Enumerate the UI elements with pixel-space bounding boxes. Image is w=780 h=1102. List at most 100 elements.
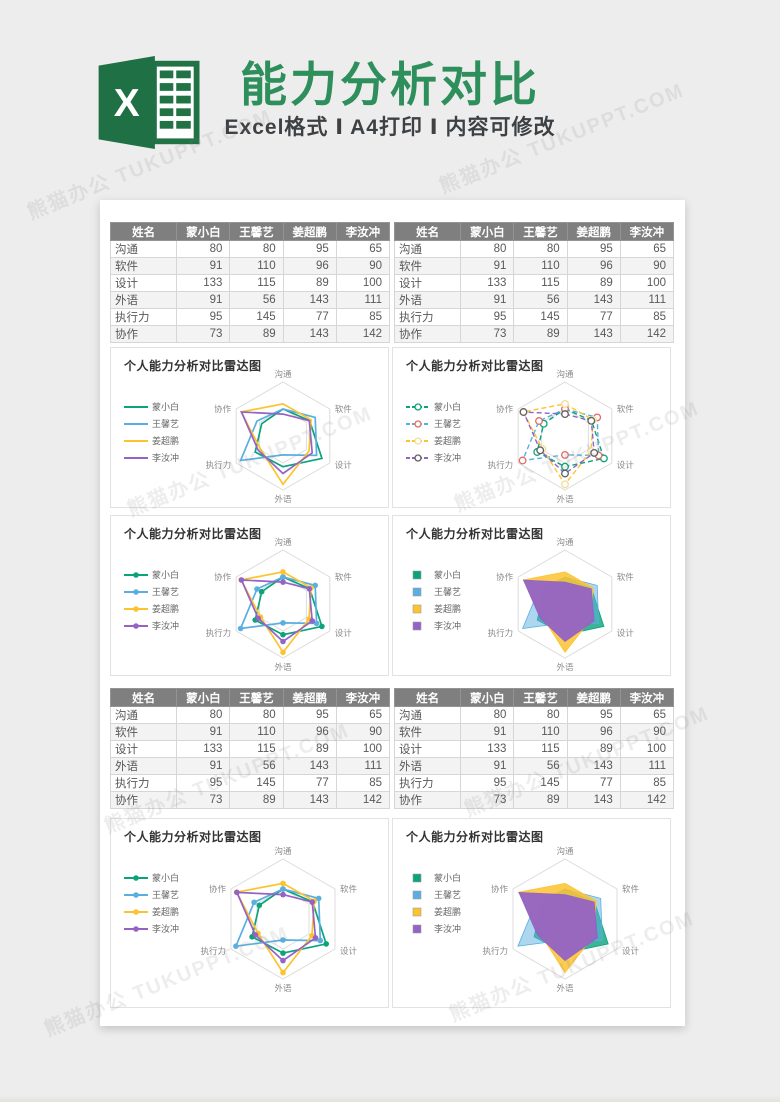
value-cell: 143: [566, 325, 621, 343]
data-point-姜超鹏: [280, 880, 286, 887]
data-point-李汝冲: [309, 899, 315, 905]
value-cell: 73: [176, 791, 231, 809]
radar-chart-panel-markers-2: 个人能力分析对比雷达图 蒙小白 王馨艺 姜超鹏 李汝冲 沟通 软件 设计 外语 执行力 协作: [110, 818, 389, 1008]
value-cell: 133: [460, 274, 515, 292]
column-header: 姓名: [393, 222, 462, 241]
legend-swatch-icon: [124, 588, 148, 595]
row-label-cell: 协作: [109, 325, 178, 343]
value-cell: 90: [619, 723, 675, 741]
legend-swatch-icon: [412, 890, 422, 899]
data-point-王馨艺: [251, 899, 257, 906]
axis-label-外语: 外语: [556, 494, 574, 504]
legend-swatch-icon: [124, 405, 148, 408]
chart-title: 个人能力分析对比雷达图: [406, 359, 544, 373]
column-header: 王馨艺: [229, 688, 284, 707]
value-cell: 133: [460, 740, 515, 758]
chart-legend: 蒙小白 王馨艺 姜超鹏 李汝冲: [406, 566, 461, 634]
legend-item-王馨艺: 王馨艺: [124, 583, 179, 600]
grid-ring: [230, 858, 336, 980]
data-point-王馨艺: [233, 943, 239, 949]
value-cell: 115: [513, 274, 568, 292]
row-label-cell: 软件: [109, 723, 178, 741]
axis-label-设计: 设计: [617, 460, 635, 470]
row-label-cell: 外语: [109, 291, 178, 309]
value-cell: 143: [282, 291, 337, 309]
legend-item-蒙小白: 蒙小白: [124, 566, 179, 583]
legend-label: 王馨艺: [434, 890, 462, 900]
legend-item-李汝冲: 李汝冲: [406, 920, 461, 937]
value-cell: 100: [619, 274, 675, 292]
value-cell: 142: [619, 791, 675, 809]
value-cell: 142: [335, 791, 391, 809]
legend-item-姜超鹏: 姜超鹏: [406, 600, 461, 617]
axis-label-执行力: 执行力: [206, 628, 232, 638]
ability-table: 姓名 蒙小白 王馨艺 姜超鹏 李汝冲 沟通 80 80 95 65 软件 91 110 96 90 设计 133…: [109, 222, 391, 343]
grid-ring: [517, 549, 613, 659]
value-cell: 80: [513, 240, 568, 258]
legend-swatch-icon: [124, 925, 148, 932]
value-cell: 110: [229, 257, 284, 275]
legend-swatch-icon: [412, 621, 422, 630]
grid-ring: [517, 381, 613, 491]
grid-ring: [512, 858, 618, 980]
chart-title: 个人能力分析对比雷达图: [406, 830, 544, 844]
legend-swatch-icon: [124, 571, 148, 578]
value-cell: 56: [513, 757, 568, 775]
logo-letter: X: [114, 82, 140, 125]
chart-legend: 蒙小白 王馨艺 姜超鹏 李汝冲: [406, 869, 461, 937]
chart-title: 个人能力分析对比雷达图: [124, 830, 262, 844]
row-label-cell: 执行力: [109, 774, 178, 792]
axis-label-软件: 软件: [335, 572, 353, 582]
value-cell: 91: [176, 757, 231, 775]
value-cell: 111: [619, 757, 675, 775]
value-cell: 96: [282, 723, 337, 741]
table-row: 设计 133 115 89 100: [109, 740, 391, 758]
legend-label: 王馨艺: [152, 587, 180, 597]
value-cell: 89: [513, 325, 568, 343]
data-point-王馨艺: [280, 620, 286, 626]
legend-swatch-icon: [124, 622, 148, 629]
axis-label-沟通: 沟通: [556, 369, 574, 379]
legend-swatch-icon: [406, 453, 430, 462]
radar-chart-panel-filled: 个人能力分析对比雷达图 蒙小白 王馨艺 姜超鹏 李汝冲 沟通 软件 设计 外语 执行力 协作: [392, 515, 671, 676]
value-cell: 77: [566, 308, 621, 326]
legend-item-蒙小白: 蒙小白: [124, 398, 179, 415]
data-point-李汝冲: [280, 891, 286, 898]
row-label-cell: 设计: [109, 740, 178, 758]
legend-item-王馨艺: 王馨艺: [406, 886, 461, 903]
value-cell: 80: [460, 240, 515, 258]
value-cell: 77: [566, 774, 621, 792]
table-row: 外语 91 56 143 111: [393, 757, 675, 775]
value-cell: 91: [460, 723, 515, 741]
legend-label: 姜超鹏: [152, 436, 180, 446]
tables-row-bottom: 姓名 蒙小白 王馨艺 姜超鹏 李汝冲 沟通 80 80 95 65 软件 91 110 96 90 设计 133…: [109, 688, 675, 809]
value-cell: 145: [229, 308, 284, 326]
table-row: 协作 73 89 143 142: [109, 325, 391, 343]
value-cell: 142: [619, 325, 675, 343]
value-cell: 100: [335, 274, 391, 292]
row-label-cell: 沟通: [393, 706, 462, 724]
row-label-cell: 外语: [393, 291, 462, 309]
value-cell: 100: [619, 740, 675, 758]
table-row: 执行力 95 145 77 85: [109, 308, 391, 326]
value-cell: 56: [229, 757, 284, 775]
value-cell: 89: [513, 791, 568, 809]
row-label-cell: 设计: [109, 274, 178, 292]
column-header: 李汝冲: [335, 222, 391, 241]
value-cell: 90: [619, 257, 675, 275]
table-row: 设计 133 115 89 100: [109, 274, 391, 292]
ability-table: 姓名 蒙小白 王馨艺 姜超鹏 李汝冲 沟通 80 80 95 65 软件 91 110 96 90 设计 133…: [393, 688, 675, 809]
legend-item-蒙小白: 蒙小白: [124, 869, 179, 886]
axis-label-执行力: 执行力: [206, 460, 232, 470]
value-cell: 91: [460, 257, 515, 275]
row-label-cell: 协作: [393, 325, 462, 343]
axis-label-设计: 设计: [335, 460, 353, 470]
value-cell: 80: [176, 240, 231, 258]
axis-label-外语: 外语: [274, 662, 292, 672]
ability-table: 姓名 蒙小白 王馨艺 姜超鹏 李汝冲 沟通 80 80 95 65 软件 91 110 96 90 设计 133…: [109, 688, 391, 809]
axis-label-协作: 协作: [491, 884, 509, 894]
legend-item-蒙小白: 蒙小白: [406, 566, 461, 583]
value-cell: 95: [282, 706, 337, 724]
table-row: 设计 133 115 89 100: [393, 740, 675, 758]
